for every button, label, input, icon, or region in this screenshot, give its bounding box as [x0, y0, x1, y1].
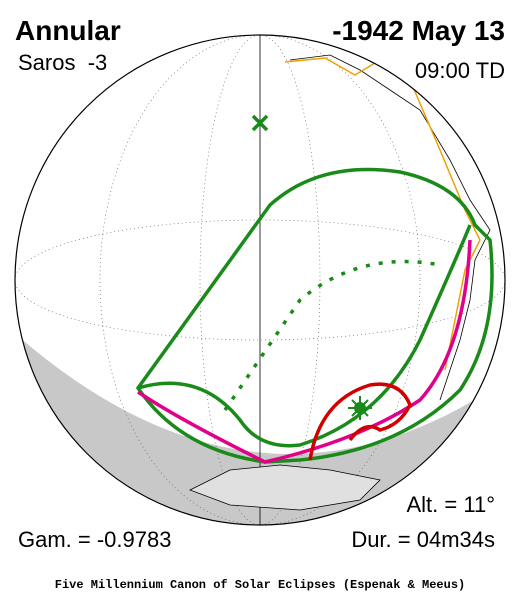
- central-line: [223, 259, 441, 411]
- coastline: [289, 54, 491, 401]
- antarctica: [189, 464, 381, 511]
- date: -1942 May 13: [332, 15, 505, 46]
- duration: Dur. = 04m34s: [351, 527, 495, 552]
- inner-limit: [137, 224, 472, 448]
- max-eclipse-curve: [308, 382, 412, 461]
- title: Annular: [15, 15, 121, 46]
- time: 09:00 TD: [415, 58, 505, 83]
- altitude: Alt. = 11°: [407, 492, 496, 517]
- gamma: Gam. = -0.9783: [18, 527, 171, 552]
- credit: Five Millennium Canon of Solar Eclipses …: [55, 578, 465, 592]
- penumbra-limit: [135, 167, 494, 464]
- border: [284, 57, 481, 371]
- eclipse-path: [135, 114, 494, 464]
- saros: Saros -3: [18, 50, 107, 75]
